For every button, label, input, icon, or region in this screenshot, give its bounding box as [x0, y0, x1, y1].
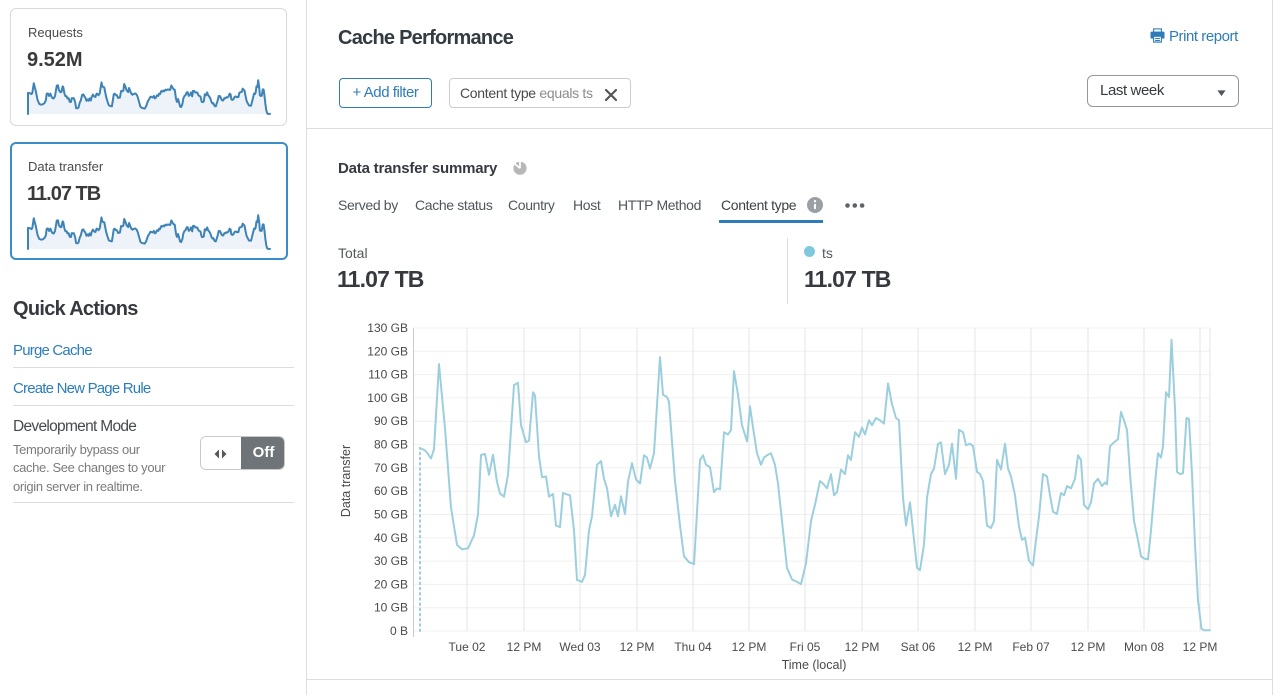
svg-text:30 GB: 30 GB — [374, 554, 408, 568]
svg-text:100 GB: 100 GB — [367, 391, 408, 405]
svg-text:120 GB: 120 GB — [367, 344, 408, 358]
svg-text:130 GB: 130 GB — [367, 321, 408, 335]
svg-text:50 GB: 50 GB — [374, 508, 408, 522]
svg-text:Fri 05: Fri 05 — [790, 640, 821, 654]
svg-text:Time (local): Time (local) — [782, 658, 847, 672]
svg-text:90 GB: 90 GB — [374, 414, 408, 428]
svg-text:12 PM: 12 PM — [620, 640, 655, 654]
svg-text:10 GB: 10 GB — [374, 601, 408, 615]
svg-text:12 PM: 12 PM — [1183, 640, 1218, 654]
svg-text:Mon 08: Mon 08 — [1124, 640, 1164, 654]
svg-text:Thu 04: Thu 04 — [674, 640, 712, 654]
svg-text:12 PM: 12 PM — [507, 640, 542, 654]
svg-text:60 GB: 60 GB — [374, 484, 408, 498]
svg-text:Tue 02: Tue 02 — [449, 640, 486, 654]
svg-text:12 PM: 12 PM — [732, 640, 767, 654]
svg-text:40 GB: 40 GB — [374, 531, 408, 545]
svg-text:12 PM: 12 PM — [1071, 640, 1106, 654]
svg-text:Wed 03: Wed 03 — [559, 640, 600, 654]
svg-text:Sat 06: Sat 06 — [901, 640, 936, 654]
svg-text:12 PM: 12 PM — [958, 640, 993, 654]
svg-text:Data transfer: Data transfer — [339, 445, 353, 517]
svg-text:Feb 07: Feb 07 — [1012, 640, 1050, 654]
svg-text:110 GB: 110 GB — [368, 368, 408, 382]
svg-text:12 PM: 12 PM — [845, 640, 880, 654]
svg-text:70 GB: 70 GB — [374, 461, 408, 475]
svg-text:80 GB: 80 GB — [374, 438, 408, 452]
svg-text:20 GB: 20 GB — [374, 577, 408, 591]
svg-text:0 B: 0 B — [390, 624, 408, 638]
